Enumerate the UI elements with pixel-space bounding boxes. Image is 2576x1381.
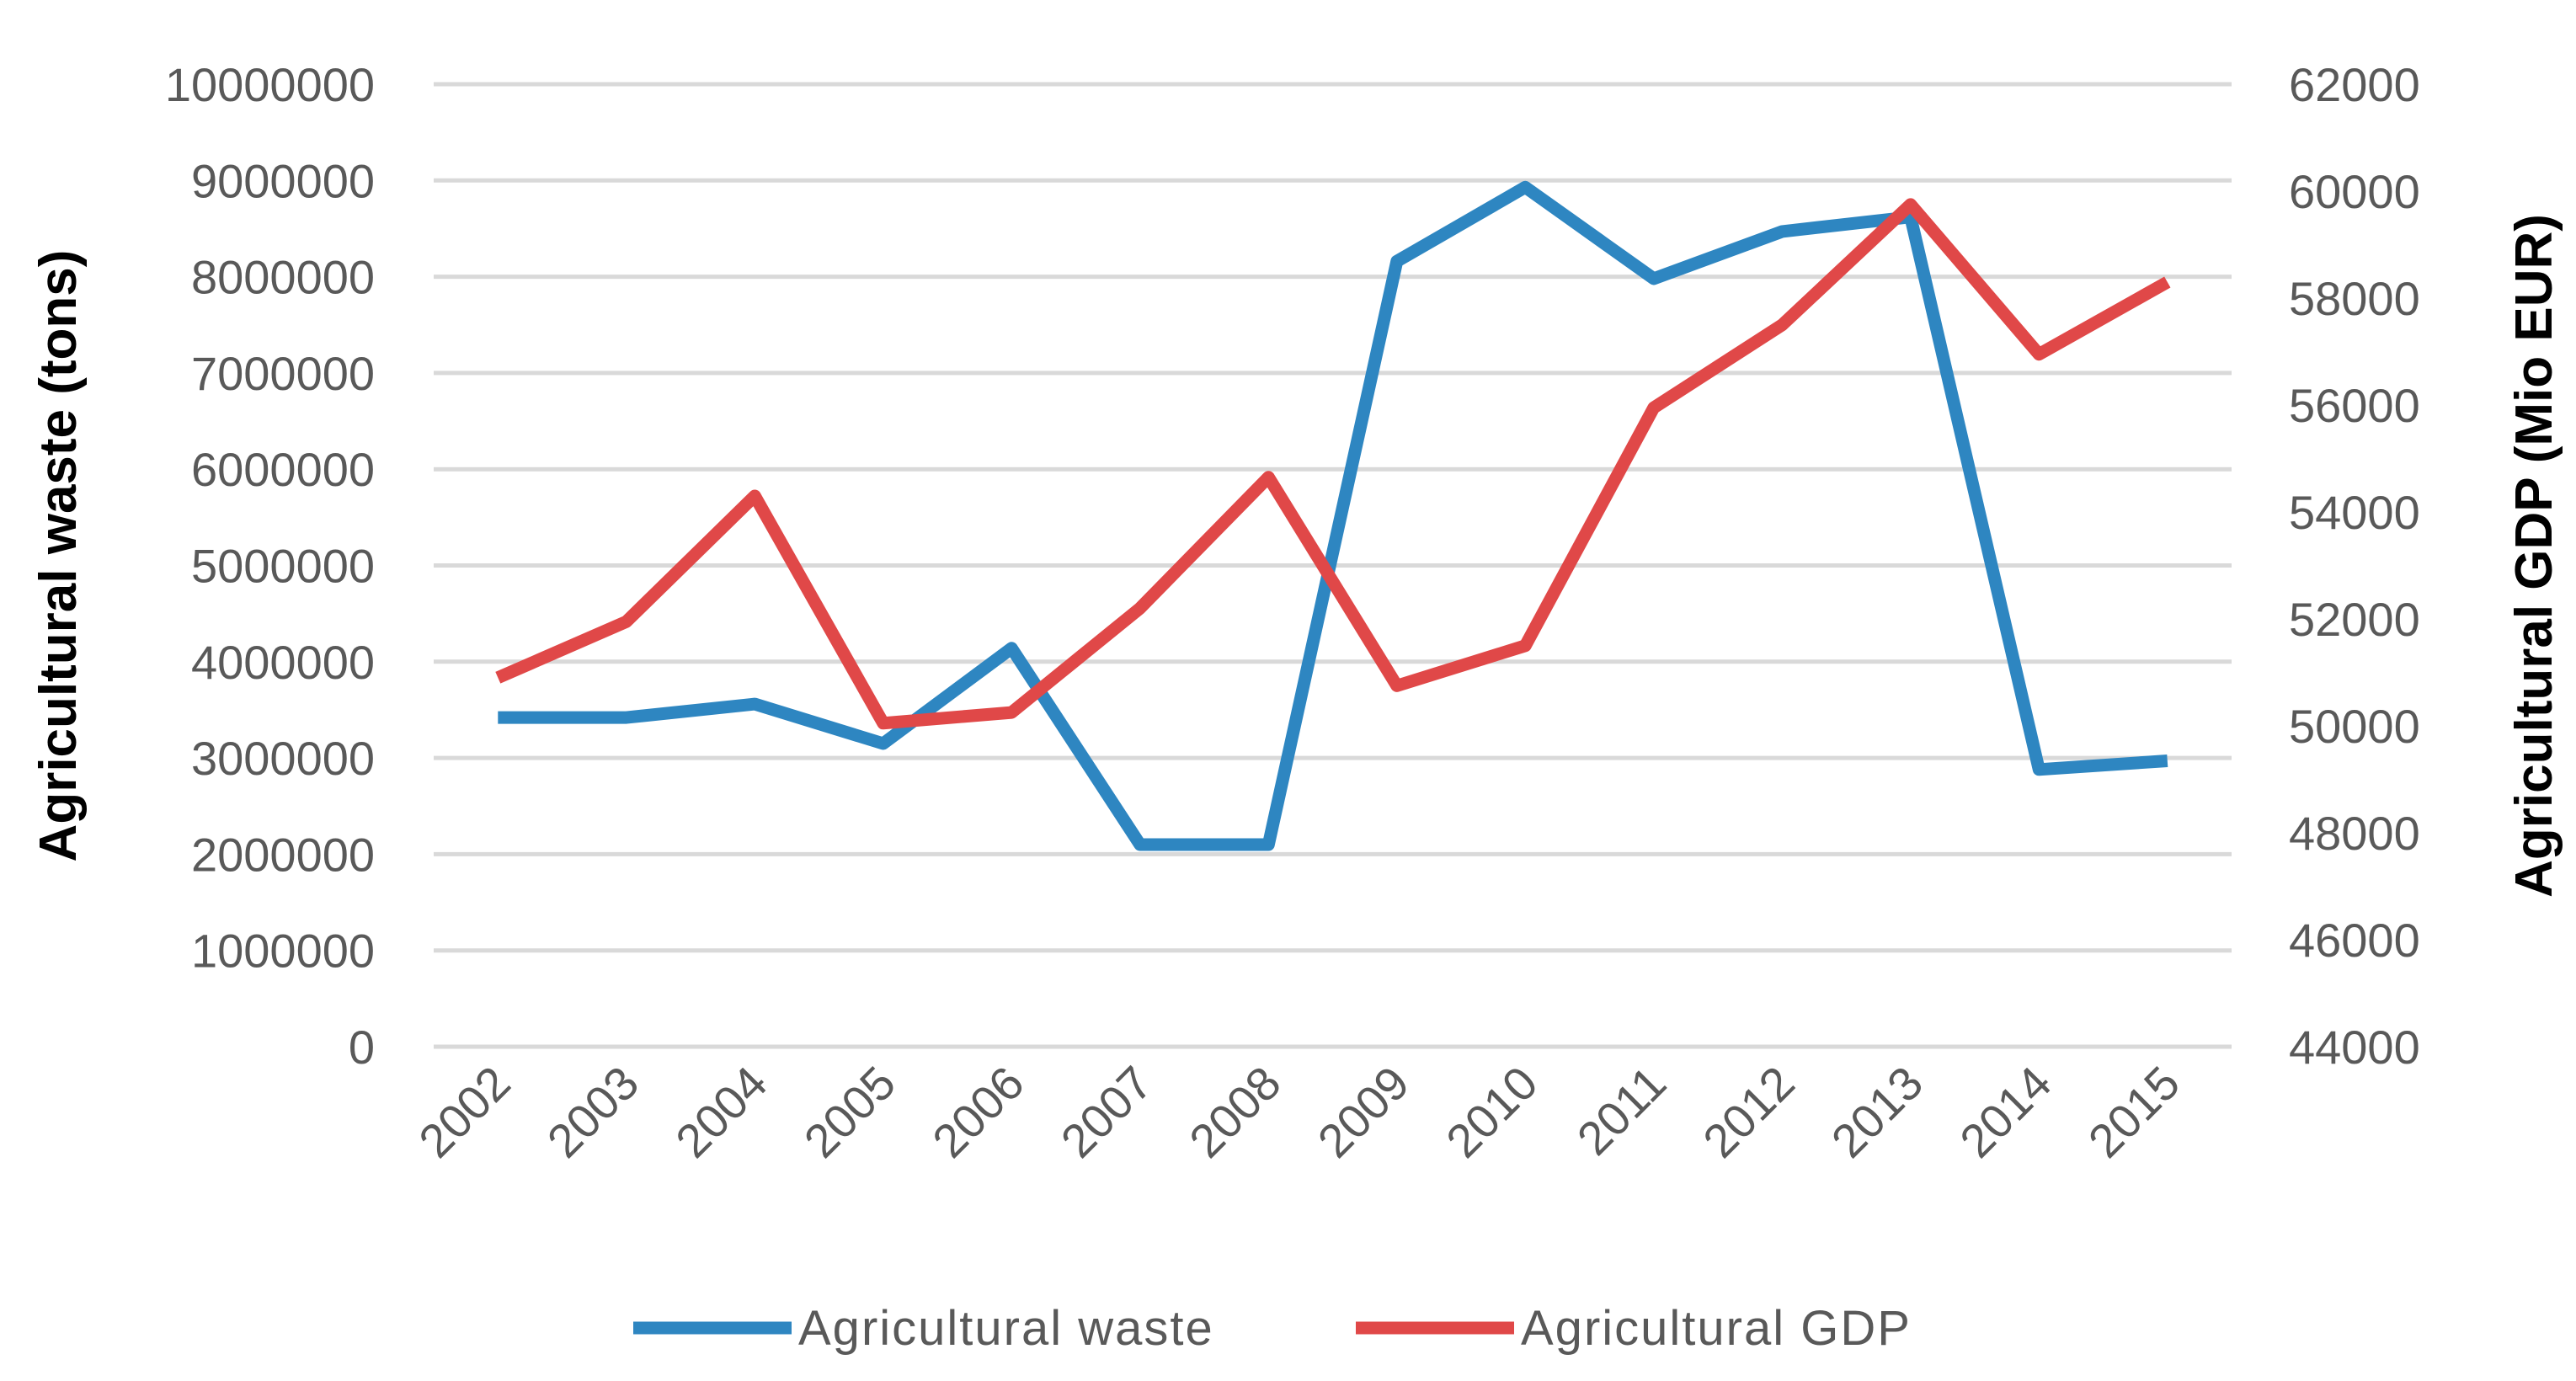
right-tick-label: 48000 <box>2289 807 2420 860</box>
left-tick-label: 0 <box>349 1021 375 1074</box>
legend: Agricultural waste Agricultural GDP <box>633 1301 1912 1356</box>
x-tick-label: 2005 <box>794 1056 906 1168</box>
series-line-agricultural-waste <box>498 180 2168 851</box>
x-tick-label: 2007 <box>1051 1056 1163 1168</box>
x-tick-label: 2008 <box>1179 1056 1291 1168</box>
left-tick-label: 6000000 <box>191 443 375 496</box>
x-tick-label: 2014 <box>1949 1056 2061 1168</box>
right-tick-label: 50000 <box>2289 700 2420 753</box>
left-tick-label: 1000000 <box>191 925 375 978</box>
x-tick-label: 2002 <box>408 1056 520 1168</box>
left-tick-label: 10000000 <box>165 58 375 111</box>
x-tick-label: 2009 <box>1308 1056 1420 1168</box>
left-tick-label: 2000000 <box>191 828 375 881</box>
series-lines <box>495 180 2171 851</box>
x-tick-label: 2012 <box>1693 1056 1805 1168</box>
x-tick-label: 2010 <box>1436 1056 1548 1168</box>
left-axis-ticks: 0 1000000 2000000 3000000 4000000 5000000 6000… <box>165 58 375 1074</box>
left-tick-label: 8000000 <box>191 251 375 304</box>
right-tick-label: 54000 <box>2289 486 2420 539</box>
left-tick-label: 7000000 <box>191 347 375 400</box>
left-axis-title: Agricultural waste (tons) <box>29 250 88 862</box>
right-axis-ticks: 44000 46000 48000 50000 52000 54000 56000 58000… <box>2289 58 2420 1074</box>
right-tick-label: 62000 <box>2289 58 2420 111</box>
left-tick-label: 3000000 <box>191 732 375 785</box>
legend-label-agricultural-waste: Agricultural waste <box>798 1301 1214 1356</box>
x-tick-label: 2006 <box>922 1056 1034 1168</box>
right-tick-label: 56000 <box>2289 379 2420 432</box>
right-tick-label: 44000 <box>2289 1021 2420 1074</box>
left-tick-label: 4000000 <box>191 636 375 689</box>
series-line-agricultural-gdp <box>495 198 2171 730</box>
left-tick-label: 9000000 <box>191 154 375 207</box>
x-tick-label: 2011 <box>1567 1056 1677 1165</box>
left-tick-label: 5000000 <box>191 540 375 593</box>
right-tick-label: 58000 <box>2289 272 2420 325</box>
right-tick-label: 46000 <box>2289 914 2420 967</box>
right-tick-label: 52000 <box>2289 593 2420 646</box>
x-tick-label: 2015 <box>2078 1056 2190 1168</box>
x-axis-ticks: 2002 2003 2004 2005 2006 2007 2008 2009 2010 2011… <box>408 1056 2189 1168</box>
right-axis-title: Agricultural GDP (Mio EUR) <box>2505 214 2563 898</box>
x-tick-label: 2003 <box>537 1056 649 1168</box>
right-tick-label: 60000 <box>2289 165 2420 218</box>
legend-label-agricultural-gdp: Agricultural GDP <box>1521 1301 1912 1356</box>
x-tick-label: 2004 <box>665 1056 777 1168</box>
x-tick-label: 2013 <box>1821 1056 1933 1168</box>
